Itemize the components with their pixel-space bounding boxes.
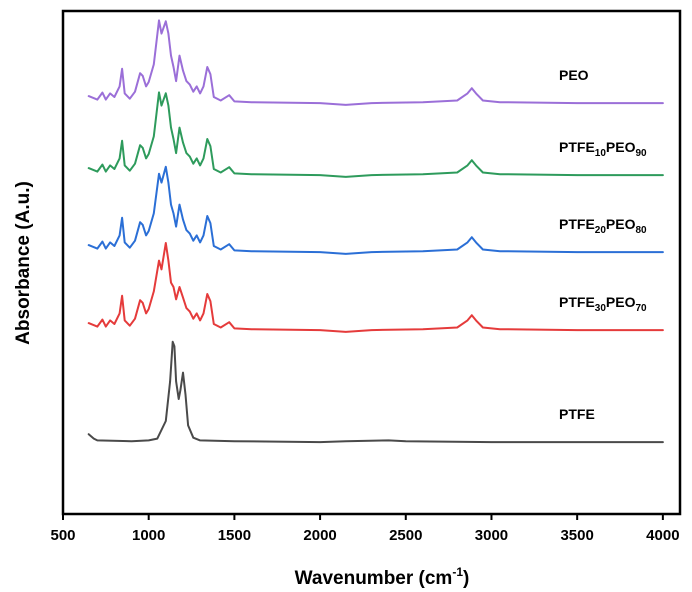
series-line-ptfe10peo90 bbox=[87, 91, 664, 178]
series-line-peo bbox=[87, 19, 664, 106]
x-tick-label: 500 bbox=[50, 527, 75, 544]
y-axis-title: Absorbance (A.u.) bbox=[13, 181, 34, 345]
x-tick-label: 3000 bbox=[475, 527, 508, 544]
x-axis-title: Wavenumber (cm-1) bbox=[295, 565, 470, 589]
x-tick-label: 3500 bbox=[560, 527, 593, 544]
series-line-ptfe20peo80 bbox=[87, 165, 664, 255]
x-tick-label: 4000 bbox=[646, 527, 679, 544]
x-tick-label: 2000 bbox=[303, 527, 336, 544]
x-tick-label: 1500 bbox=[218, 527, 251, 544]
series-label-ptfe: PTFE bbox=[559, 406, 595, 422]
series-group bbox=[87, 19, 664, 444]
series-label-peo: PEO bbox=[559, 67, 589, 83]
series-label-ptfe10peo90: PTFE10PEO90 bbox=[559, 139, 647, 159]
series-line-ptfe30peo70 bbox=[87, 242, 664, 333]
plot-frame bbox=[61, 9, 682, 516]
x-tick-label: 2500 bbox=[389, 527, 422, 544]
x-tick-label: 1000 bbox=[132, 527, 165, 544]
series-label-ptfe30peo70: PTFE30PEO70 bbox=[559, 294, 647, 314]
x-axis: 500 1000 1500 2000 2500 3000 3500 4000 bbox=[50, 514, 680, 544]
series-labels: PEO PTFE10PEO90 PTFE20PEO80 PTFE30PEO70 PTFE bbox=[559, 67, 647, 422]
series-label-ptfe20peo80: PTFE20PEO80 bbox=[559, 216, 647, 236]
series-line-ptfe bbox=[87, 340, 664, 444]
